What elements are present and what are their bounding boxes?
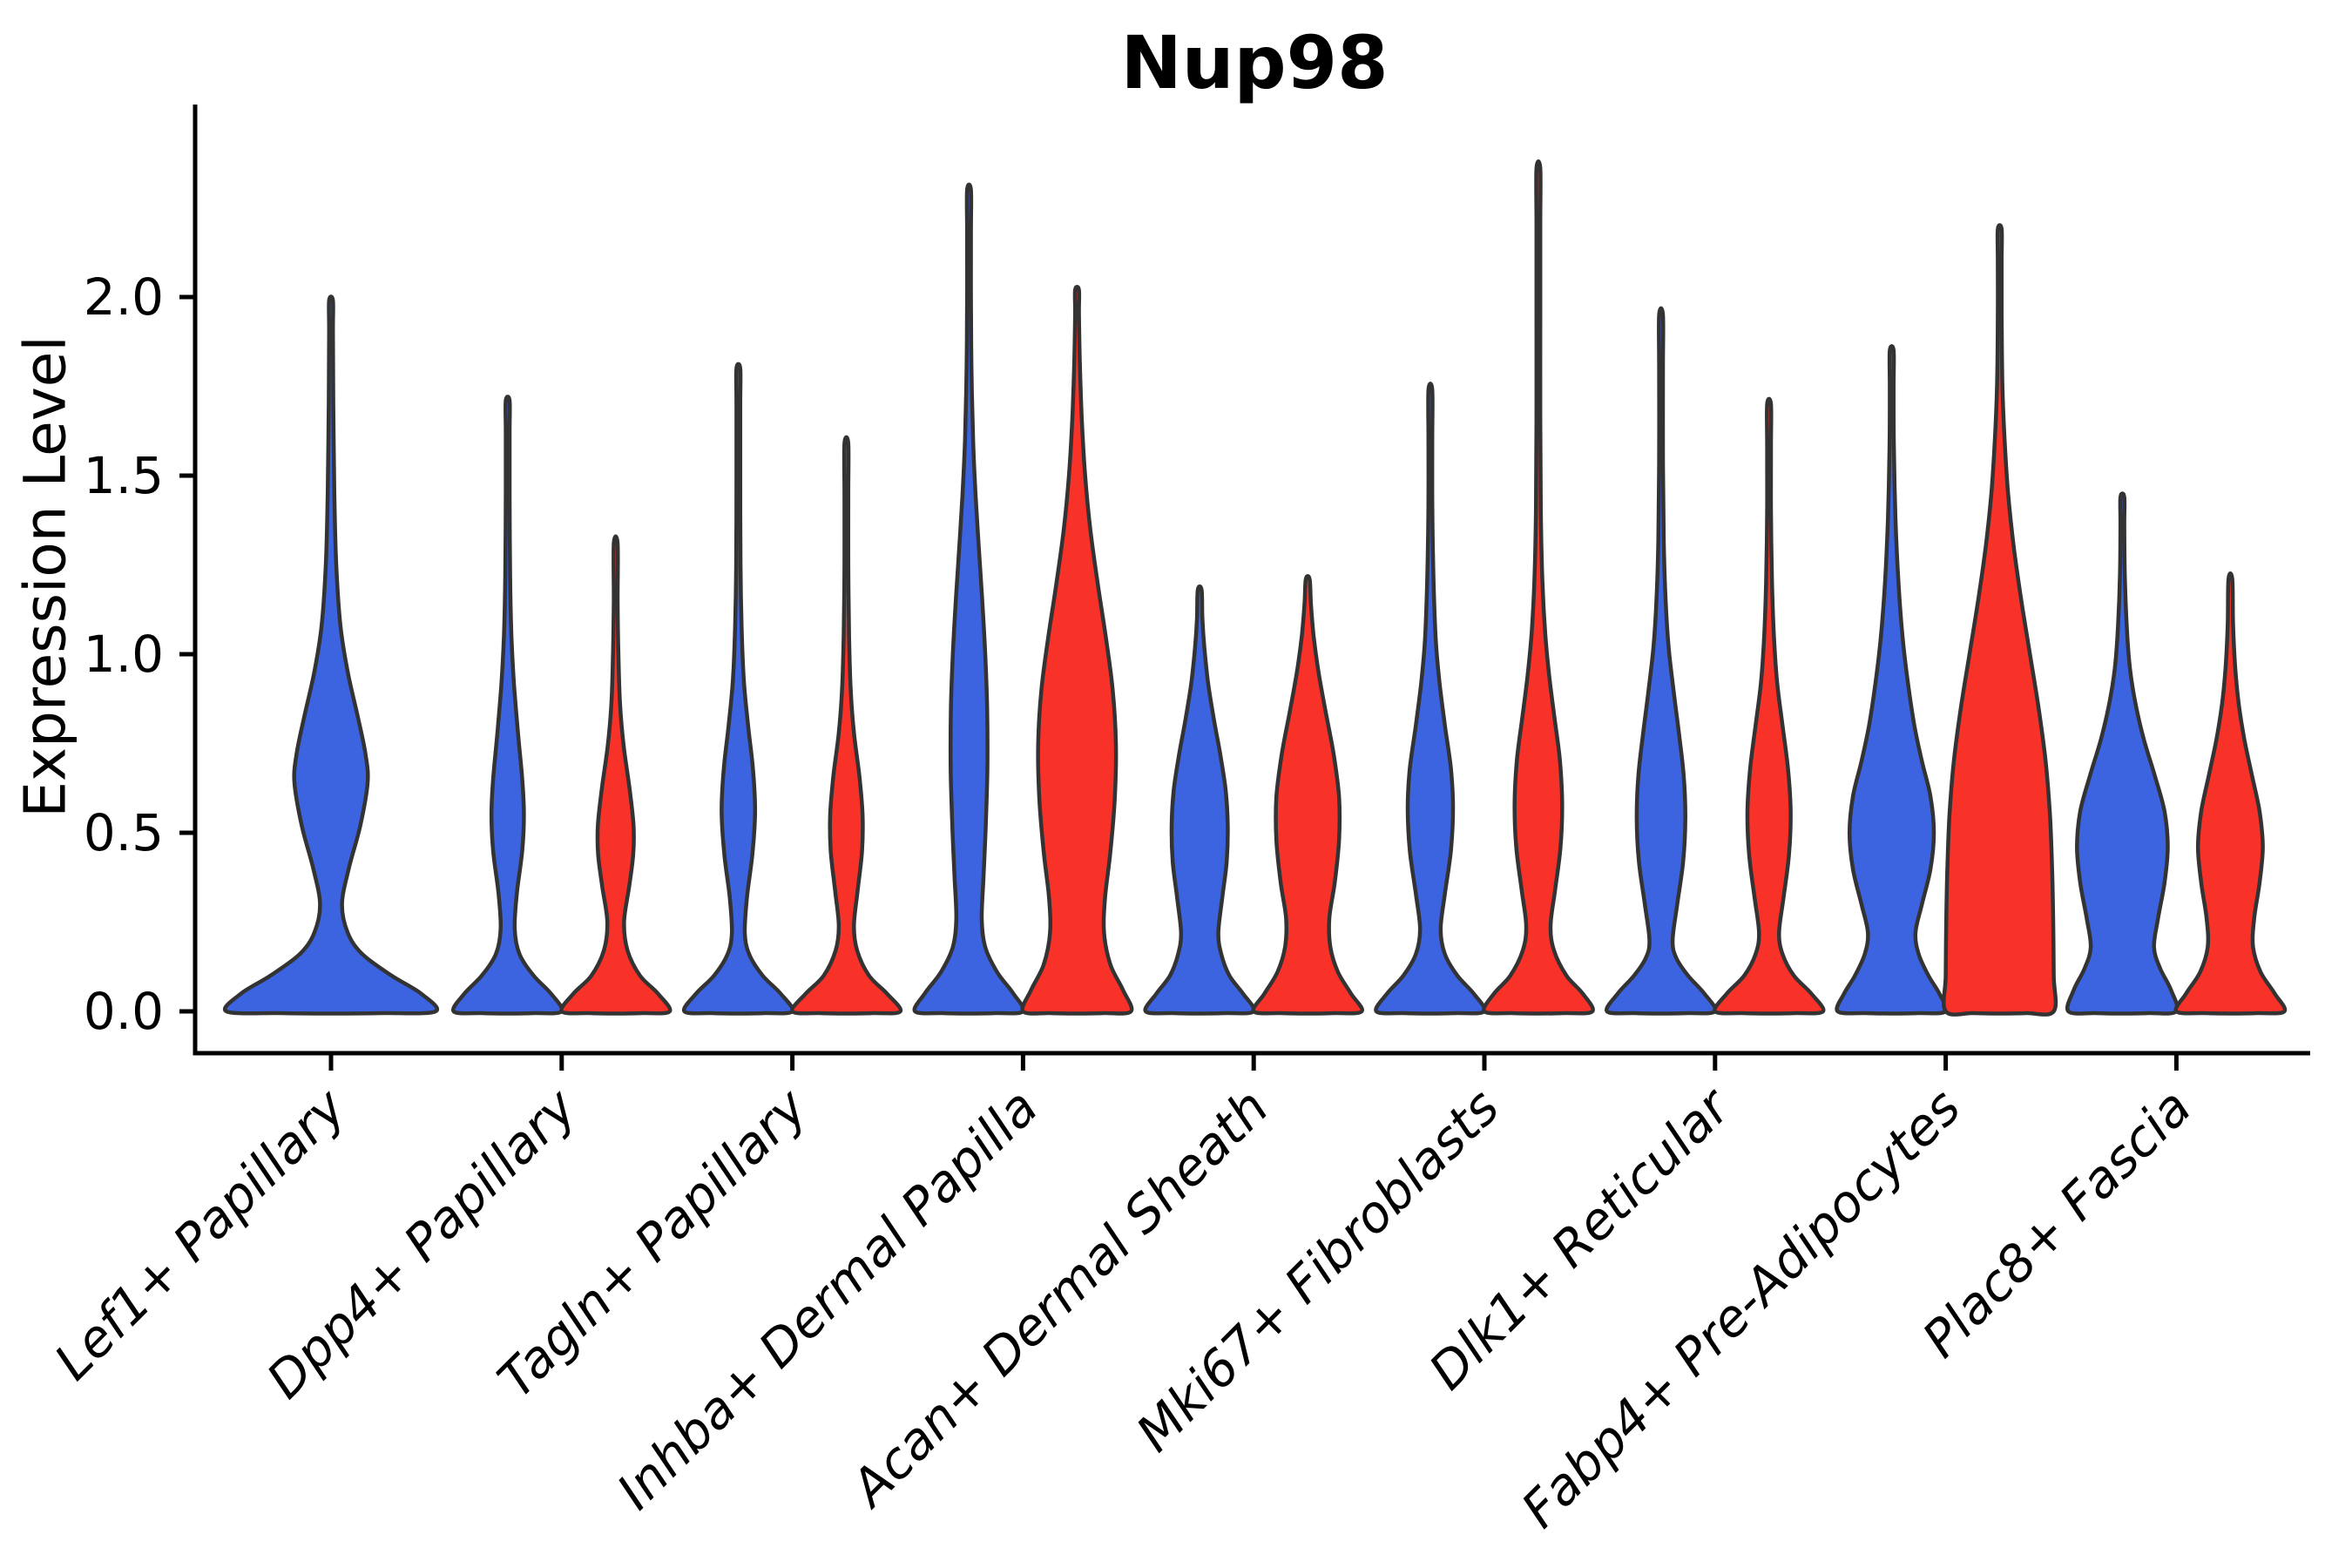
violin-fabp4-blue	[1835, 344, 1949, 1016]
violin-dlk1-red	[1713, 396, 1826, 1016]
x-tick-label: Fabp4+ Pre-Adipocytes	[1510, 1078, 1971, 1539]
x-tick-label: Acan+ Dermal Sheath	[837, 1078, 1280, 1520]
y-tick-label: 1.5	[84, 446, 164, 505]
violin-plac8-blue	[2065, 491, 2180, 1016]
x-tick-label: Inhba+ Dermal Papilla	[605, 1078, 1049, 1521]
violin-acan-blue	[1143, 584, 1256, 1016]
violin-mki67-red	[1482, 159, 1595, 1016]
violin-mki67-blue	[1374, 382, 1487, 1016]
violin-tagln-red	[790, 435, 903, 1016]
y-tick-label: 0.5	[84, 803, 164, 862]
violin-dlk1-blue	[1605, 306, 1718, 1016]
chart-title: Nup98	[1120, 20, 1389, 105]
violin-lef1-blue	[223, 294, 439, 1016]
violin-inhba-blue	[912, 182, 1026, 1016]
violin-dpp4-blue	[451, 395, 564, 1016]
violin-plac8-red	[2173, 571, 2288, 1016]
violin-dpp4-red	[559, 534, 672, 1016]
y-tick-label: 1.0	[84, 625, 164, 684]
violin-inhba-red	[1020, 285, 1134, 1016]
violin-fabp4-red	[1942, 223, 2058, 1017]
y-tick-label: 0.0	[84, 982, 164, 1041]
violin-acan-red	[1251, 574, 1364, 1016]
violin-tagln-blue	[681, 362, 795, 1016]
y-tick-label: 2.0	[84, 267, 164, 327]
